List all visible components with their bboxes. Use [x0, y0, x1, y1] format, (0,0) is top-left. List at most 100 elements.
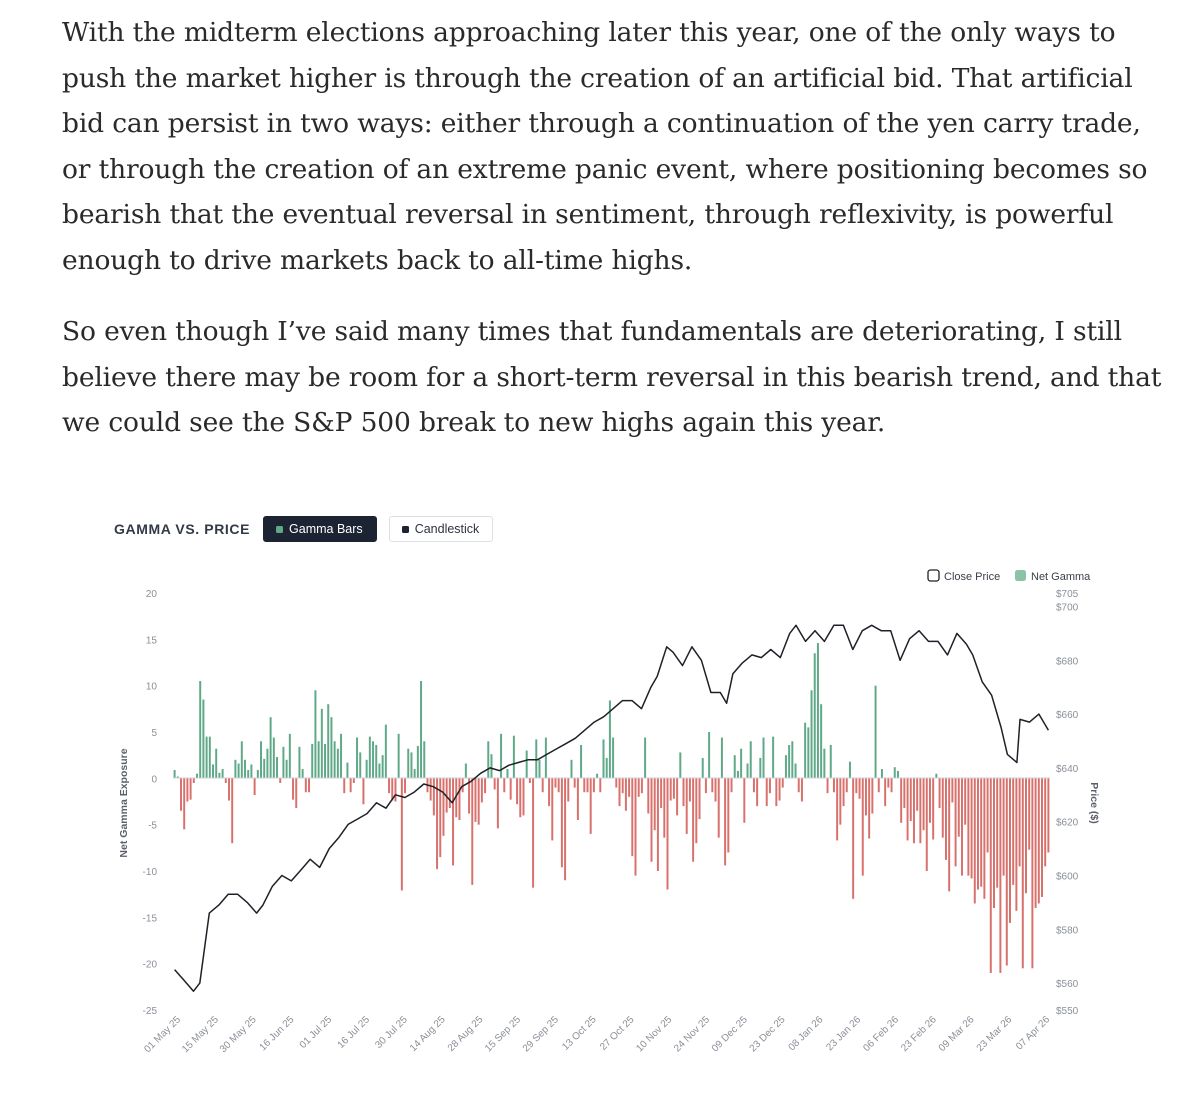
- gamma-bar: [672, 778, 675, 799]
- gamma-bar: [663, 778, 666, 838]
- x-tick-label: 10 Nov 25: [634, 1014, 674, 1054]
- gamma-bar: [634, 778, 637, 876]
- gamma-bar: [1034, 778, 1037, 909]
- candlestick-toggle[interactable]: Candlestick: [388, 516, 494, 542]
- gamma-bar: [615, 778, 618, 788]
- gamma-bar: [1037, 778, 1040, 904]
- gamma-price-chart: Close Price Net Gamma 20 15 10 5 0 -5 -10 -15 -2…: [118, 569, 1100, 1055]
- gamma-chart-card: GAMMA VS. PRICE Gamma Bars Candlestick C…: [100, 490, 1120, 1090]
- gamma-bar: [362, 778, 365, 805]
- gamma-bar: [544, 737, 547, 779]
- gamma-bar: [416, 745, 419, 779]
- gamma-bar: [349, 778, 352, 793]
- gamma-bar: [682, 778, 685, 807]
- gamma-bar: [487, 741, 490, 779]
- gamma-bar: [439, 778, 442, 858]
- gamma-bar: [608, 700, 611, 779]
- gamma-bar: [791, 741, 794, 779]
- gamma-bar: [868, 778, 871, 839]
- net-gamma-legend-swatch: [1015, 570, 1026, 581]
- gamma-bar: [263, 758, 266, 779]
- gamma-bar: [717, 778, 720, 838]
- gamma-bar: [644, 737, 647, 779]
- chart-toolbar: GAMMA VS. PRICE Gamma Bars Candlestick: [114, 514, 505, 544]
- y-axis-label: Net Gamma Exposure: [118, 748, 130, 857]
- gamma-bar: [221, 769, 224, 779]
- gamma-bar: [948, 778, 951, 892]
- gamma-bar: [436, 778, 439, 870]
- gamma-bar: [292, 778, 295, 800]
- gamma-bar: [605, 757, 608, 779]
- article-paragraph-2: So even though I’ve said many times that…: [62, 316, 1162, 438]
- gamma-bar: [407, 748, 410, 779]
- gamma-bar: [653, 778, 656, 831]
- gamma-bar: [666, 778, 669, 890]
- gamma-bars-toggle[interactable]: Gamma Bars: [263, 516, 377, 542]
- y2-tick-label: $700: [1056, 603, 1079, 614]
- gamma-bar: [935, 773, 938, 779]
- x-tick-label: 23 Jan 26: [824, 1014, 863, 1053]
- gamma-bar: [938, 778, 941, 808]
- gamma-bar: [903, 778, 906, 808]
- gamma-bar: [640, 778, 643, 794]
- gamma-bar: [330, 717, 333, 779]
- gamma-bar: [212, 764, 214, 779]
- gamma-bar: [1041, 778, 1043, 897]
- gamma-bar: [231, 778, 234, 844]
- gamma-bar: [580, 744, 583, 779]
- gamma-bar: [295, 778, 298, 808]
- close-price-legend-swatch: [927, 569, 940, 582]
- gamma-bar: [484, 778, 487, 794]
- gamma-bar: [784, 755, 787, 779]
- gamma-bar: [282, 746, 285, 779]
- gamma-bar: [1018, 778, 1021, 867]
- gamma-bar: [208, 736, 211, 779]
- gamma-bar: [301, 769, 304, 779]
- gamma-bar: [807, 727, 810, 779]
- gamma-bar: [612, 737, 615, 779]
- gamma-bar: [359, 752, 362, 779]
- gamma-bar: [823, 748, 826, 779]
- gamma-bar: [196, 773, 198, 779]
- gamma-bar: [829, 744, 832, 779]
- gamma-bar: [762, 737, 765, 779]
- gamma-bar: [727, 778, 730, 853]
- gamma-bar: [621, 778, 624, 794]
- y-tick-label: -20: [143, 960, 158, 971]
- gamma-bar: [1002, 778, 1005, 876]
- gamma-bar: [973, 778, 976, 904]
- gamma-bar: [244, 759, 246, 779]
- gamma-bar: [906, 778, 909, 841]
- gamma-bar: [429, 778, 432, 801]
- gamma-bar: [993, 778, 995, 909]
- gamma-bar: [592, 778, 595, 793]
- gamma-bar: [810, 690, 813, 779]
- gamma-bar: [909, 778, 912, 821]
- gamma-bar: [365, 759, 368, 779]
- gamma-bar: [452, 778, 455, 866]
- gamma-bar: [423, 741, 426, 779]
- gamma-bar: [432, 778, 435, 816]
- gamma-bar: [954, 778, 957, 867]
- x-tick-label: 15 May 25: [180, 1014, 221, 1055]
- gamma-bar: [253, 778, 256, 796]
- gamma-bar: [688, 778, 691, 802]
- gamma-bar: [743, 778, 746, 823]
- gamma-bar: [765, 778, 768, 807]
- gamma-bar: [1015, 778, 1018, 911]
- y-tick-label: 5: [151, 728, 157, 739]
- gamma-bar: [304, 778, 307, 793]
- gamma-bar: [228, 778, 230, 801]
- gamma-bar: [976, 778, 979, 890]
- gamma-bar: [858, 778, 861, 799]
- gamma-bar: [183, 778, 186, 830]
- gamma-bar: [599, 778, 602, 793]
- gamma-bar: [887, 778, 890, 788]
- article-paragraph-1: With the midterm elections approaching l…: [62, 17, 1148, 276]
- x-tick-label: 16 Jun 25: [258, 1014, 297, 1053]
- gamma-bar: [519, 778, 522, 818]
- gamma-bar: [919, 778, 922, 844]
- gamma-bar: [509, 778, 512, 800]
- gamma-bar: [186, 778, 189, 802]
- gamma-bar: [269, 717, 272, 779]
